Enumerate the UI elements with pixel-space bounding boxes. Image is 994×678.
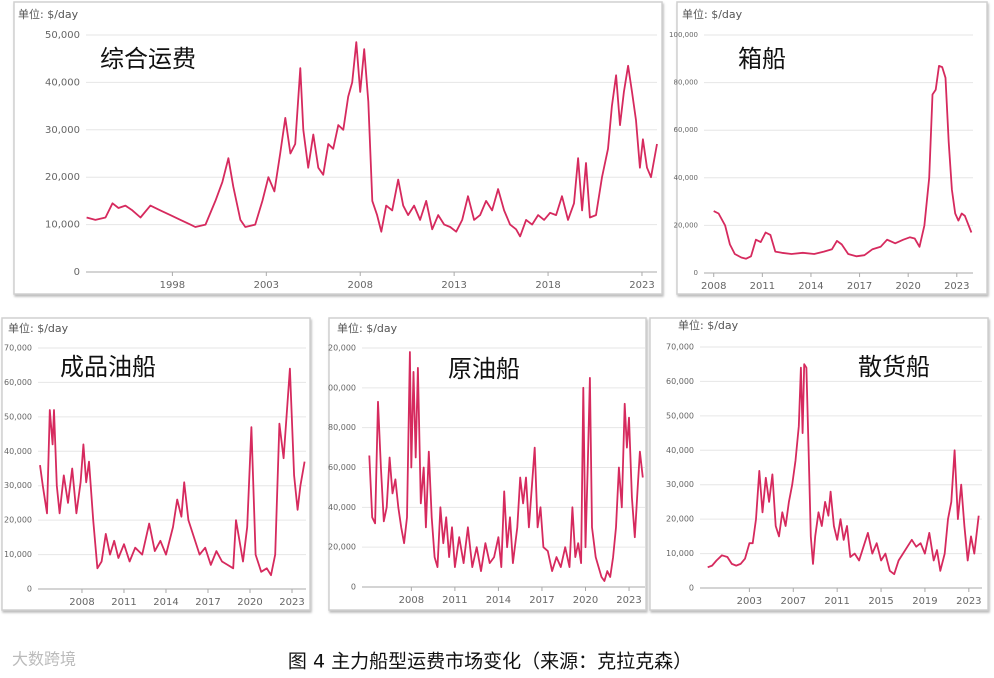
y-tick-label: 30,000 bbox=[666, 480, 694, 489]
y-tick-label: 20,000 bbox=[674, 221, 699, 229]
x-tick-label: 2023 bbox=[616, 595, 641, 606]
x-tick-label: 2011 bbox=[750, 281, 775, 292]
unit-label: 单位: $/day bbox=[8, 321, 69, 335]
unit-label: 单位: $/day bbox=[678, 318, 739, 332]
y-tick-label: 80,000 bbox=[674, 79, 699, 87]
x-tick-label: 2019 bbox=[912, 596, 937, 607]
line bbox=[39, 367, 306, 577]
line bbox=[713, 65, 973, 260]
x-tick-label: 2017 bbox=[529, 595, 554, 606]
y-tick-label: 20,000 bbox=[328, 344, 356, 353]
y-tick-label: 60,000 bbox=[666, 377, 694, 386]
x-tick-label: 2014 bbox=[798, 281, 823, 292]
y-tick-label: 60,000 bbox=[4, 378, 32, 387]
y-tick-label: 60,000 bbox=[328, 463, 356, 472]
y-tick-label: 100,000 bbox=[669, 31, 698, 39]
y-tick-label: 60,000 bbox=[674, 126, 699, 134]
y-tick-label: 80,000 bbox=[328, 423, 356, 432]
chart-title: 散货船 bbox=[858, 353, 930, 381]
x-tick-label: 2020 bbox=[895, 281, 920, 292]
x-tick-label: 1998 bbox=[160, 280, 185, 291]
x-tick-label: 2017 bbox=[847, 281, 872, 292]
y-tick-label: 20,000 bbox=[4, 516, 32, 525]
x-tick-label: 2014 bbox=[153, 597, 178, 608]
x-tick-label: 2008 bbox=[701, 281, 726, 292]
y-tick-label: 50,000 bbox=[45, 30, 80, 41]
x-tick-label: 2015 bbox=[868, 596, 893, 607]
unit-label: 单位: $/day bbox=[682, 7, 743, 21]
y-tick-label: 30,000 bbox=[45, 125, 80, 136]
y-tick-label: 0 bbox=[27, 585, 32, 594]
y-tick-label: 50,000 bbox=[4, 412, 32, 421]
y-tick-label: 70,000 bbox=[666, 343, 694, 352]
x-tick-label: 2020 bbox=[573, 595, 598, 606]
y-tick-label: 10,000 bbox=[666, 549, 694, 558]
x-tick-label: 2013 bbox=[441, 280, 466, 291]
unit-label: 单位: $/day bbox=[18, 7, 79, 21]
y-tick-label: 70,000 bbox=[4, 344, 32, 353]
y-tick-label: 0 bbox=[694, 269, 698, 277]
x-tick-label: 2017 bbox=[195, 597, 220, 608]
line bbox=[86, 41, 658, 238]
y-tick-label: 20,000 bbox=[328, 543, 356, 552]
y-tick-label: 0 bbox=[689, 584, 694, 593]
x-tick-label: 2014 bbox=[486, 595, 511, 606]
chart-title: 综合运费 bbox=[100, 45, 196, 73]
x-tick-label: 2007 bbox=[781, 596, 806, 607]
x-tick-label: 2003 bbox=[737, 596, 762, 607]
y-tick-label: 40,000 bbox=[4, 447, 32, 456]
y-tick-label: 20,000 bbox=[666, 515, 694, 524]
panel bbox=[13, 1, 663, 295]
unit-label: 单位: $/day bbox=[337, 321, 398, 335]
y-tick-label: 40,000 bbox=[666, 446, 694, 455]
x-tick-label: 2008 bbox=[399, 595, 424, 606]
y-tick-label: 10,000 bbox=[45, 220, 80, 231]
x-tick-label: 2008 bbox=[348, 280, 373, 291]
chart-title: 原油船 bbox=[448, 355, 520, 383]
panel bbox=[649, 317, 989, 611]
x-tick-label: 2023 bbox=[629, 280, 654, 291]
x-tick-label: 2011 bbox=[824, 596, 849, 607]
y-tick-label: 20,000 bbox=[45, 172, 80, 183]
watermark: 大数跨境 bbox=[12, 650, 76, 669]
y-tick-label: 50,000 bbox=[666, 411, 694, 420]
line bbox=[707, 363, 980, 576]
x-tick-label: 2011 bbox=[111, 597, 136, 608]
y-tick-label: 0 bbox=[74, 267, 80, 278]
x-tick-label: 2018 bbox=[535, 280, 560, 291]
y-tick-label: 10,000 bbox=[4, 550, 32, 559]
chart-title: 箱船 bbox=[738, 45, 786, 73]
panel bbox=[328, 317, 647, 611]
y-tick-label: 30,000 bbox=[4, 481, 32, 490]
chart-title: 成品油船 bbox=[60, 353, 156, 381]
x-tick-label: 2003 bbox=[254, 280, 279, 291]
x-tick-label: 2023 bbox=[279, 597, 304, 608]
y-tick-label: 40,000 bbox=[328, 503, 356, 512]
x-tick-label: 2008 bbox=[69, 597, 94, 608]
y-tick-label: 40,000 bbox=[45, 77, 80, 88]
x-tick-label: 2011 bbox=[442, 595, 467, 606]
y-tick-label: 40,000 bbox=[674, 174, 699, 182]
x-tick-label: 2020 bbox=[237, 597, 262, 608]
y-tick-label: 00,000 bbox=[328, 383, 356, 392]
x-tick-label: 2023 bbox=[956, 596, 981, 607]
line bbox=[368, 351, 644, 582]
x-tick-label: 2023 bbox=[944, 281, 969, 292]
caption: 图 4 主力船型运费市场变化（来源：克拉克森） bbox=[288, 651, 692, 673]
panel bbox=[676, 1, 988, 295]
y-tick-label: 0 bbox=[351, 583, 356, 592]
